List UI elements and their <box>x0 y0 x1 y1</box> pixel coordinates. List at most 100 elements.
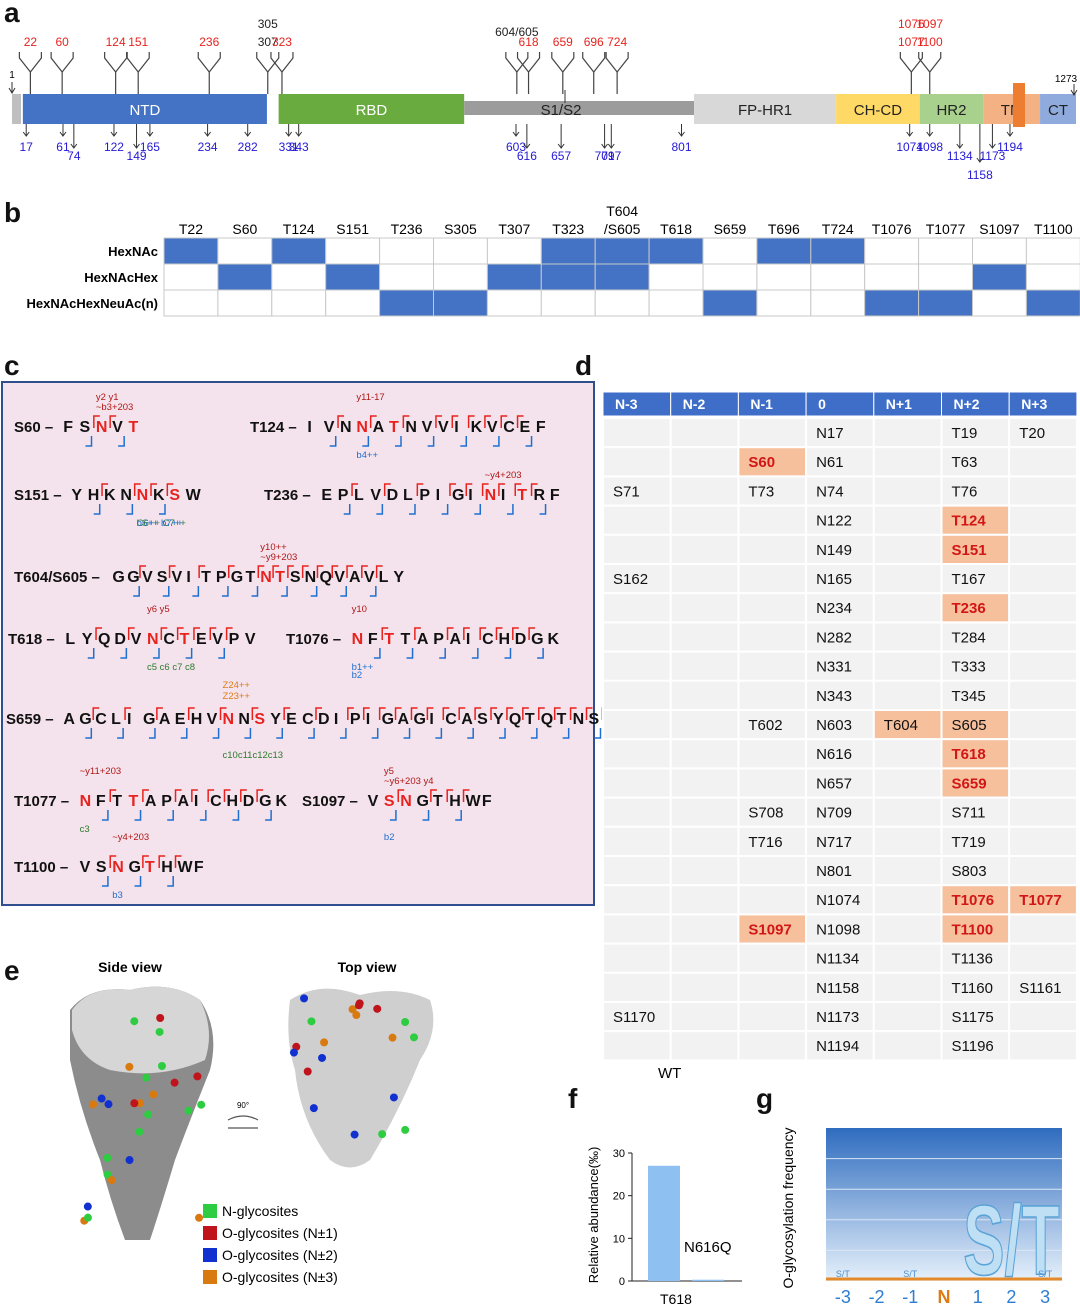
residue: I <box>468 487 472 504</box>
residue: H <box>498 631 510 648</box>
glycosite-dot <box>309 1104 318 1113</box>
o-site-label: 307 <box>258 35 278 49</box>
residue: H <box>449 793 461 810</box>
table-cell <box>669 709 740 741</box>
cell-text: T19 <box>952 425 978 442</box>
grid-cell <box>540 289 596 317</box>
panel-label-b: b <box>4 197 21 228</box>
b-ion-mark <box>389 810 397 821</box>
grid-cell <box>486 237 542 265</box>
residue: C <box>503 419 515 436</box>
grid-cell <box>1025 263 1080 291</box>
table-cell <box>602 417 672 449</box>
cell-text: N17 <box>816 425 844 442</box>
n-site-arrow <box>989 143 996 149</box>
y-ion-mark <box>528 627 536 640</box>
table-cell <box>1008 942 1078 974</box>
y-ion-mark <box>530 483 538 496</box>
domain-label: CH-CD <box>854 102 902 119</box>
table-cell <box>940 679 1011 711</box>
o-site-label: 604/605 <box>495 25 539 39</box>
residue: K <box>104 487 116 504</box>
b-ion-mark <box>474 504 482 515</box>
grid-cell <box>379 289 435 317</box>
residue: I <box>307 419 311 436</box>
table-cell <box>602 796 672 828</box>
b-ion-mark <box>395 436 402 447</box>
n-site-arrow <box>133 143 140 149</box>
y-ion-mark <box>166 483 174 496</box>
logo-position: 2 <box>1006 1287 1016 1307</box>
grid-cell <box>648 263 704 291</box>
cell-text: N165 <box>816 571 852 588</box>
residue: G <box>452 487 464 504</box>
fragment-annotation: ~y9+203 <box>260 552 297 563</box>
cell-text: N149 <box>816 542 852 559</box>
residue: W <box>178 859 194 876</box>
n-site-arrow <box>906 131 914 137</box>
table-cell <box>940 1001 1011 1033</box>
panel-f-chart: 0 10 20 30 WT N616Q T618 Relative abundance(‰) <box>586 1065 742 1307</box>
domain-label: S1/S2 <box>541 102 582 119</box>
residue: V <box>245 631 256 648</box>
cell-text: T1100 <box>952 921 994 938</box>
glycosite-dot <box>157 1061 166 1070</box>
grid-cell <box>540 263 596 291</box>
table-cell <box>602 709 672 741</box>
b-ion-mark <box>101 876 109 887</box>
b-ion-mark <box>221 586 229 597</box>
b-ion-mark <box>162 586 170 597</box>
table-cell <box>872 796 943 828</box>
cell-text: N331 <box>816 659 852 676</box>
y-ion-mark <box>375 565 383 578</box>
rotation-arrow <box>227 1115 259 1129</box>
n-site-label: 603 <box>506 140 526 154</box>
table-cell <box>737 417 808 449</box>
column-header: T604 <box>606 203 638 219</box>
o-site-label: 1076 <box>898 17 925 31</box>
b-ion-mark <box>471 648 479 659</box>
residue: F <box>368 631 378 648</box>
y-ion-mark <box>446 789 454 802</box>
cell-text: T716 <box>748 834 782 851</box>
table-cell <box>737 1001 808 1033</box>
cell-text: S708 <box>748 805 783 822</box>
b-ion-mark <box>101 810 109 821</box>
start-arrow <box>8 82 16 94</box>
n-site-label: 1158 <box>967 168 993 182</box>
y-ion-mark <box>362 707 370 720</box>
y-label: Relative abundance(‰) <box>586 1147 601 1284</box>
residue: G <box>129 859 141 876</box>
y-ion-mark <box>223 789 231 802</box>
b-ion-mark <box>212 728 220 739</box>
table-cell <box>872 709 943 741</box>
table-cell <box>872 884 943 916</box>
y-ion-mark <box>449 483 456 496</box>
residue: V <box>438 419 449 436</box>
cell-text: S60 <box>748 454 775 471</box>
bar-n616q <box>692 1279 724 1281</box>
residue: Y <box>71 487 82 504</box>
glycosite-dot <box>378 1130 387 1139</box>
residue: G <box>531 631 543 648</box>
fragment-annotation: Z24++ <box>223 680 251 691</box>
b-ion-mark <box>153 648 160 659</box>
table-cell <box>737 679 808 711</box>
residue: L <box>354 487 364 504</box>
table-cell <box>669 884 740 916</box>
y-ion-mark <box>514 483 522 496</box>
b-ion-mark <box>244 728 252 739</box>
header-cell <box>1008 391 1078 417</box>
table-cell <box>940 533 1011 565</box>
b-ion-mark <box>460 436 468 447</box>
residue: N <box>340 419 352 436</box>
table-cell <box>669 855 740 887</box>
y-ion-mark <box>506 707 513 720</box>
residue: V <box>324 419 335 436</box>
residue: G <box>143 711 155 728</box>
o-site-fork <box>551 52 575 73</box>
